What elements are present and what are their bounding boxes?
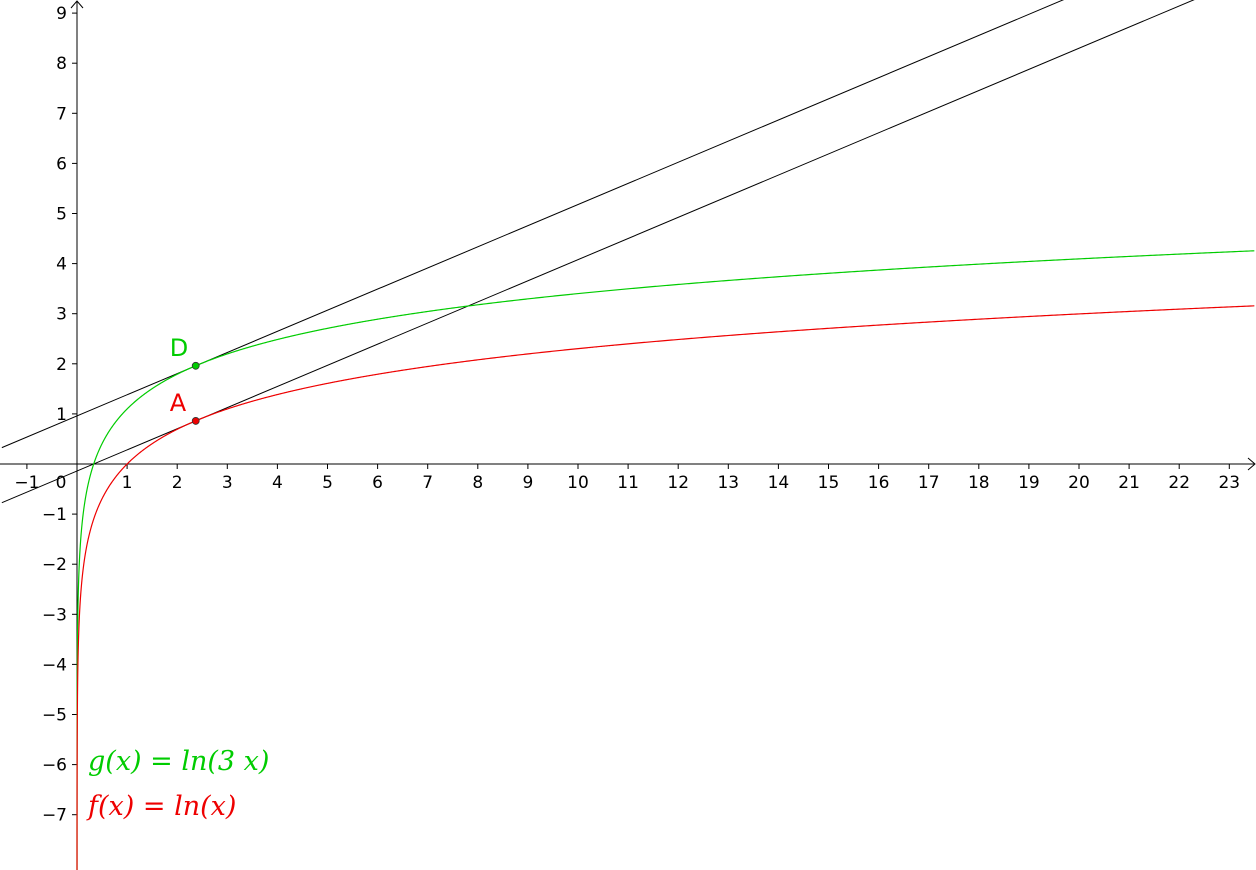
x-tick-label: 3 (222, 473, 233, 493)
formula-f: f(x) = ln(x) (88, 791, 237, 822)
x-tick-label: 5 (322, 473, 333, 493)
y-tick-label: −7 (42, 806, 67, 826)
x-tick-label: 12 (667, 473, 689, 493)
y-tick-label: −4 (42, 655, 67, 675)
curve-g (76, 250, 1255, 870)
point-label-A: A (170, 389, 187, 417)
x-tick-label: 20 (1068, 473, 1090, 493)
x-tick-label: 23 (1218, 473, 1240, 493)
y-tick-label: −2 (42, 555, 67, 575)
x-tick-label: 7 (422, 473, 433, 493)
tangent-line-D (1, 0, 1065, 449)
points: DA (170, 334, 200, 425)
y-tick-label: 1 (56, 405, 67, 425)
function-curves (76, 250, 1255, 870)
x-tick-label: 18 (968, 473, 990, 493)
y-tick-label: 4 (56, 255, 67, 275)
tangent-line-A (1, 0, 1195, 504)
x-tick-label: 6 (372, 473, 383, 493)
x-tick-label: 13 (717, 473, 739, 493)
y-tick-label: 8 (56, 54, 67, 74)
x-tick-label: 21 (1118, 473, 1140, 493)
x-tick-label: 15 (818, 473, 840, 493)
x-axis-arrow (1247, 457, 1256, 471)
y-tick-label: −1 (42, 505, 67, 525)
x-tick-label: 10 (567, 473, 589, 493)
point-A (191, 417, 200, 425)
x-tick-label: 16 (868, 473, 890, 493)
x-tick-label: 2 (172, 473, 183, 493)
y-tick-label: 5 (56, 205, 67, 225)
y-tick-label: 3 (56, 305, 67, 325)
x-tick-label: 14 (768, 473, 790, 493)
tick-labels: −1 0 1 2 3 4 5 6 7 8 9 10 11 12 13 14 15 16 17 18 19 20 21 22 23… (14, 4, 1240, 826)
x-tick-label: 0 (56, 473, 67, 493)
x-tick-label: 11 (617, 473, 639, 493)
y-axis-arrow (70, 0, 84, 9)
y-tick-label: 6 (56, 154, 67, 174)
formula-g: g(x) = ln(3 x) (88, 746, 270, 777)
x-tick-label: −1 (14, 473, 39, 493)
tangent-lines (1, 0, 1195, 504)
x-tick-label: 1 (122, 473, 133, 493)
point-D (191, 361, 200, 370)
curve-f (76, 305, 1255, 870)
y-tick-label: −6 (42, 756, 67, 776)
y-tick-label: 2 (56, 355, 67, 375)
y-tick-label: −5 (42, 706, 67, 726)
point-label-D: D (170, 334, 188, 362)
y-tick-label: 9 (56, 4, 67, 24)
x-tick-label: 22 (1168, 473, 1190, 493)
x-tick-label: 17 (918, 473, 940, 493)
x-tick-label: 4 (272, 473, 283, 493)
x-tick-label: 19 (1018, 473, 1040, 493)
y-tick-label: −3 (42, 605, 67, 625)
y-tick-label: 7 (56, 104, 67, 124)
x-tick-label: 8 (472, 473, 483, 493)
x-tick-label: 9 (522, 473, 533, 493)
